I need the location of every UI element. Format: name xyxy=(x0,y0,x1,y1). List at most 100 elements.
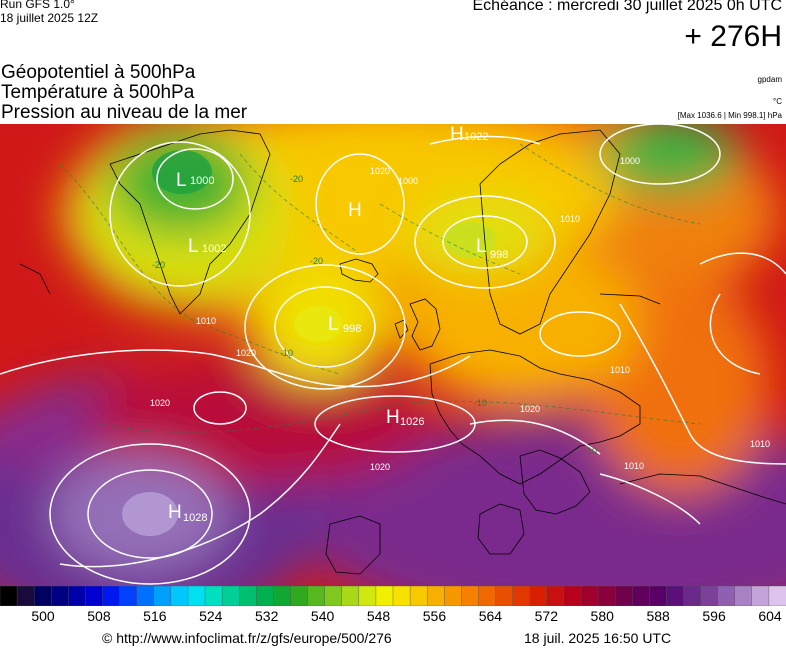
colorbar-swatch xyxy=(136,586,155,606)
colorbar-swatch xyxy=(187,586,206,606)
unit-temperature: °C xyxy=(773,97,782,106)
colorbar-swatch xyxy=(666,586,685,606)
colorbar-swatch xyxy=(751,586,770,606)
colorbar-swatch xyxy=(102,586,121,606)
colorbar-swatch xyxy=(683,586,702,606)
colorbar-swatch xyxy=(341,586,360,606)
forecast-valid-time: Echéance : mercredi 30 juillet 2025 0h U… xyxy=(472,0,783,14)
generation-timestamp: 18 juil. 2025 16:50 UTC xyxy=(524,630,672,646)
colorbar-swatch xyxy=(649,586,668,606)
isobar-label: 1020 xyxy=(370,462,390,472)
colorbar-swatch xyxy=(426,586,445,606)
run-date: 18 juillet 2025 12Z xyxy=(0,11,99,25)
colorbar-swatch xyxy=(632,586,651,606)
isobar-label: 1010 xyxy=(560,214,580,224)
title-pressure: Pression au niveau de la mer xyxy=(1,102,248,123)
svg-text:H: H xyxy=(386,407,400,428)
colorbar-swatch xyxy=(221,586,240,606)
low-1002-center: L 1002 xyxy=(188,236,226,257)
svg-text:H: H xyxy=(348,200,362,221)
colorbar-tick-label: 588 xyxy=(646,608,670,624)
low-998-atlantic: L 998 xyxy=(328,314,361,335)
isotherm-value-labels: -20 -20 -20 -10 -10 -10 xyxy=(152,174,597,456)
colorbar-swatch xyxy=(700,586,719,606)
isotherm-label: -10 xyxy=(280,348,293,358)
title-geopotential: Géopotentiel à 500hPa xyxy=(1,62,196,83)
colorbar-tick-label: 524 xyxy=(199,608,223,624)
isobar-label: 1020 xyxy=(370,166,390,176)
isotherm-label: -20 xyxy=(290,174,303,184)
colorbar-swatch xyxy=(461,586,480,606)
svg-text:H: H xyxy=(168,502,182,523)
temperature-isotherms xyxy=(59,143,701,433)
colorbar-swatch xyxy=(478,586,497,606)
sea-level-isobars xyxy=(0,124,786,585)
geopotential-field xyxy=(0,124,786,586)
colorbar-tick-label: 532 xyxy=(255,608,279,624)
colorbar-swatch xyxy=(768,586,786,606)
svg-text:1002: 1002 xyxy=(202,243,226,255)
colorbar-tick-label: 556 xyxy=(422,608,447,624)
high-center-north: H xyxy=(348,200,362,221)
isotherm-label: -20 xyxy=(152,260,165,270)
lead-time: + 276H xyxy=(684,20,782,53)
svg-text:998: 998 xyxy=(343,323,361,335)
colorbar-swatch xyxy=(392,586,411,606)
svg-text:L: L xyxy=(476,236,487,257)
source-credit: © http://www.infoclimat.fr/z/gfs/europe/… xyxy=(102,630,392,646)
svg-text:L: L xyxy=(176,170,187,191)
isobar-label: 1020 xyxy=(150,398,170,408)
coastlines xyxy=(19,129,786,575)
colorbar-swatch xyxy=(529,586,548,606)
svg-text:H: H xyxy=(450,124,464,145)
colorbar-tick-label: 508 xyxy=(87,608,111,624)
colorbar-tick-label: 580 xyxy=(590,608,614,624)
low-998-scandinavia: L 998 xyxy=(476,236,508,261)
colorbar-tick-label: 604 xyxy=(758,608,782,624)
colorbar-tick-label: 548 xyxy=(366,608,391,624)
colorbar-swatch xyxy=(409,586,428,606)
colorbar-swatch xyxy=(597,586,616,606)
colorbar-tick-label: 540 xyxy=(310,608,335,624)
colorbar-swatch xyxy=(495,586,514,606)
svg-text:L: L xyxy=(188,236,199,257)
svg-text:998: 998 xyxy=(490,249,508,261)
isobar-label: 1010 xyxy=(610,365,630,375)
svg-text:1028: 1028 xyxy=(183,512,207,524)
colorbar-swatch xyxy=(273,586,292,606)
colorbar-swatch xyxy=(375,586,394,606)
colorbar-swatch xyxy=(324,586,343,606)
colorbar-swatch xyxy=(734,586,753,606)
colorbar-swatch xyxy=(239,586,258,606)
colorbar-tick-label: 500 xyxy=(31,608,55,624)
isobar-label: 1010 xyxy=(624,461,644,471)
colorbar-swatch xyxy=(170,586,189,606)
colorbar-swatch xyxy=(546,586,565,606)
colorbar-swatch xyxy=(563,586,582,606)
colorbar-swatch xyxy=(68,586,87,606)
colorbar-swatch xyxy=(307,586,326,606)
high-1028-center: H 1028 xyxy=(168,502,207,524)
colorbar-swatch xyxy=(358,586,377,606)
run-model: Run GFS 1.0° xyxy=(0,0,75,11)
colorbar-swatch xyxy=(51,586,70,606)
colorbar-swatch xyxy=(614,586,633,606)
svg-text:1026: 1026 xyxy=(400,416,424,428)
colorbar-swatch xyxy=(580,586,599,606)
colorbar-swatch xyxy=(153,586,172,606)
svg-text:1000: 1000 xyxy=(190,175,214,187)
colorbar xyxy=(0,586,786,606)
isobar-label: 1000 xyxy=(620,156,640,166)
forecast-map: L 1000 L 1002 H H 1022 L 998 L 998 H 1026 H 102… xyxy=(0,124,786,586)
colorbar-swatch xyxy=(33,586,52,606)
title-temperature: Température à 500hPa xyxy=(1,82,195,103)
colorbar-swatch xyxy=(119,586,138,606)
high-1022-center: H 1022 xyxy=(450,124,488,145)
colorbar-labels: 500 508 516 524 532 540 548 556 564 572 580 588 596 6… xyxy=(0,608,786,628)
colorbar-swatch xyxy=(85,586,104,606)
isobar-value-labels: 1000 1020 1010 1020 1020 1020 1010 1010 … xyxy=(150,156,770,472)
colorbar-tick-label: 596 xyxy=(702,608,726,624)
isobar-label: 1000 xyxy=(398,176,418,186)
svg-text:L: L xyxy=(328,314,339,335)
colorbar-swatch xyxy=(256,586,275,606)
